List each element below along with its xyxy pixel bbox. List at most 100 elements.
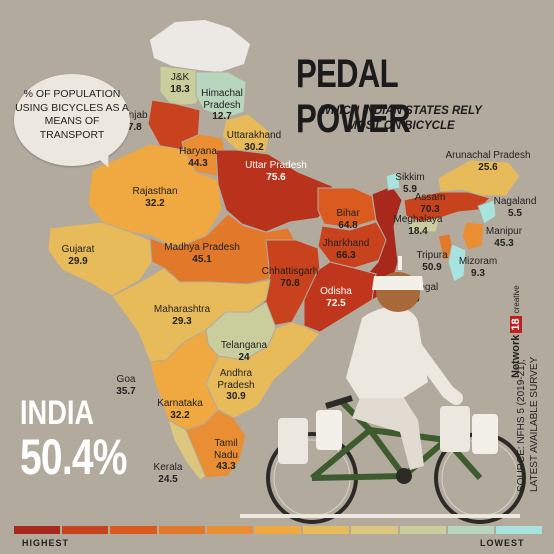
state-name: Tamil Nadu — [214, 438, 238, 461]
region-tamil-nadu — [185, 409, 247, 479]
state-value: 43.3 — [216, 461, 236, 472]
state-value: 66.3 — [336, 249, 356, 261]
state-label: Maharashtra 29.3 — [154, 304, 210, 327]
state-label: Kerala 24.5 — [154, 462, 183, 485]
state-value: 29.9 — [68, 255, 88, 267]
state-name: Sikkim — [395, 172, 425, 183]
page-title: PEDAL POWER — [296, 52, 411, 141]
state-name: Karnataka — [157, 398, 203, 409]
region-sikkim — [385, 171, 401, 191]
color-legend — [14, 526, 544, 534]
legend-swatch — [254, 526, 302, 534]
state-name: Nagaland — [493, 196, 537, 207]
state-name: Andhra Pradesh — [217, 368, 255, 391]
state-value: 64.8 — [338, 219, 358, 231]
state-label: Meghalaya 18.4 — [394, 214, 443, 237]
region-karnataka — [149, 329, 219, 431]
state-name: Bihar — [336, 208, 360, 219]
state-value: 70.3 — [420, 203, 440, 215]
state-name: Haryana — [179, 146, 217, 157]
state-name: Rajasthan — [132, 186, 178, 197]
state-name: Manipur — [485, 226, 523, 237]
legend-swatch — [303, 526, 350, 534]
state-value: 24.5 — [158, 473, 178, 485]
region-gujarat — [47, 221, 153, 297]
state-label: Tamil Nadu 43.3 — [214, 438, 238, 473]
state-name: Punjab — [116, 110, 148, 121]
state-value: 50.9 — [422, 261, 442, 273]
state-label: Goa 35.7 — [116, 374, 135, 397]
state-label: Rajasthan 32.2 — [132, 186, 177, 209]
state-value: 18.3 — [170, 83, 190, 95]
state-label: Arunachal Pradesh 25.6 — [445, 150, 530, 173]
state-value: 32.2 — [145, 197, 165, 209]
state-value: 5.5 — [508, 207, 522, 219]
state-label: Uttar Pradesh 75.6 — [245, 160, 307, 183]
state-label: Himachal Pradesh 12.7 — [201, 88, 243, 123]
source-line: LATEST AVAILABLE SURVEY — [528, 356, 540, 492]
state-name: Chhattisgarh — [261, 266, 319, 277]
region-arunachal-pradesh — [437, 159, 521, 197]
region-uttarakhand — [221, 113, 271, 153]
state-value: 5.9 — [403, 183, 417, 195]
page-subtitle: WHICH INDIAN STATES RELY MOST ON BICYCLE — [320, 105, 482, 132]
state-value: 18.4 — [408, 225, 428, 237]
state-label: Bihar 64.8 — [336, 208, 359, 231]
state-label: Andhra Pradesh 30.9 — [217, 368, 254, 403]
state-label: Nagaland 5.5 — [494, 196, 537, 219]
state-label: Mizoram 9.3 — [459, 256, 497, 279]
state-label: Telangana 24 — [221, 340, 267, 363]
state-value: 30.2 — [244, 141, 264, 153]
region-assam — [403, 191, 491, 223]
state-name: Telangana — [220, 340, 268, 351]
state-name: Assam — [414, 192, 446, 203]
legend-swatch — [62, 526, 109, 534]
state-value: 44.3 — [188, 157, 208, 169]
region-manipur — [461, 221, 485, 251]
region-himachal-pradesh — [195, 71, 247, 119]
state-value: 72.5 — [326, 297, 346, 309]
legend-highest-label: HIGHEST — [22, 538, 70, 548]
brand-logo: Network18 creative — [510, 285, 522, 378]
state-name: Uttarakhand — [226, 130, 282, 141]
legend-swatch — [447, 526, 494, 534]
state-name: Goa — [116, 374, 136, 385]
milk-cans-icon — [278, 406, 498, 464]
legend-lowest-label: LOWEST — [480, 538, 525, 548]
state-name: Arunachal Pradesh — [445, 150, 531, 161]
state-value: 25.6 — [478, 161, 498, 173]
state-value: 24 — [238, 351, 250, 363]
state-label: Tripura 50.9 — [416, 250, 447, 273]
legend-swatch — [351, 526, 398, 534]
region-meghalaya — [407, 217, 441, 233]
state-name: Maharashtra — [153, 304, 211, 315]
state-label: Assam 70.3 — [415, 192, 446, 215]
state-value: 45.1 — [192, 253, 212, 265]
india-value: 50.4% — [20, 429, 127, 485]
bubble-text: % OF POPULATION USING BICYCLES AS A MEAN… — [15, 88, 129, 141]
state-value: 30.9 — [226, 391, 246, 402]
state-name: Mizoram — [458, 256, 498, 267]
brand-sub: creative — [512, 285, 521, 314]
state-label: Karnataka 32.2 — [157, 398, 203, 421]
legend-swatch — [495, 526, 543, 534]
state-label: Jharkhand 66.3 — [323, 238, 370, 261]
state-label: Haryana 44.3 — [179, 146, 217, 169]
state-name: Madhya Pradesh — [164, 242, 240, 253]
state-label: Uttarakhand 30.2 — [227, 130, 281, 153]
legend-swatch — [110, 526, 157, 534]
region-mizoram — [447, 243, 467, 283]
legend-swatch — [158, 526, 205, 534]
region-ladakh — [150, 20, 250, 72]
state-label: Gujarat 29.9 — [62, 244, 95, 267]
state-label: Manipur 45.3 — [486, 226, 522, 249]
state-name: Kerala — [153, 462, 183, 473]
state-label: Madhya Pradesh 45.1 — [164, 242, 240, 265]
state-value: 70.8 — [280, 277, 300, 289]
state-value: 12.7 — [212, 111, 232, 122]
state-value: 45.3 — [494, 237, 514, 249]
state-name: Meghalaya — [393, 214, 443, 225]
state-label: Chhattisgarh 70.8 — [262, 266, 319, 289]
region-uttar-pradesh — [215, 149, 337, 233]
